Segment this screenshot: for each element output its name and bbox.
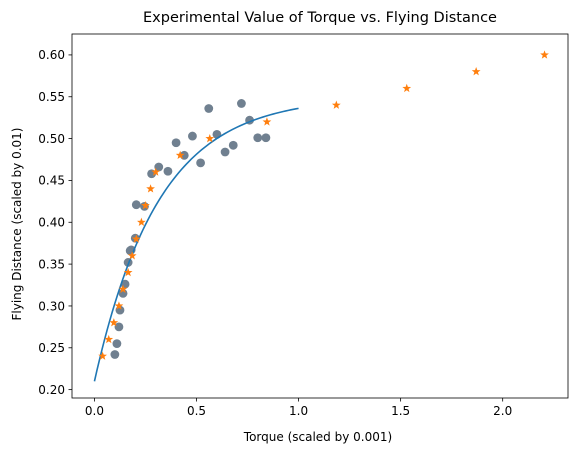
plot-area xyxy=(93,50,549,382)
x-tick-label: 0.5 xyxy=(187,404,206,418)
y-tick-label: 0.25 xyxy=(38,341,65,355)
data-point-star xyxy=(471,67,481,76)
data-point-star xyxy=(123,267,133,277)
data-point-star xyxy=(331,100,341,109)
data-point-star xyxy=(146,184,155,193)
data-point-star xyxy=(402,83,412,93)
y-tick-label: 0.20 xyxy=(38,383,65,397)
data-point-circle xyxy=(261,133,271,143)
y-axis-label: Flying Distance (scaled by 0.01) xyxy=(10,128,24,321)
data-point-star xyxy=(98,351,107,360)
data-point-circle xyxy=(253,133,263,143)
y-tick-label: 0.55 xyxy=(38,90,65,104)
data-point-circle xyxy=(114,322,124,332)
x-tick-label: 2.0 xyxy=(493,404,512,418)
data-point-star xyxy=(175,150,185,160)
data-point-star xyxy=(118,284,128,293)
data-point-star xyxy=(540,50,549,59)
data-point-circle xyxy=(196,158,205,168)
data-point-star xyxy=(104,334,114,344)
y-tick-label: 0.30 xyxy=(38,299,65,313)
data-point-circle xyxy=(237,99,246,108)
x-axis: 0.0 0.5 1.0 1.5 2.0 xyxy=(85,398,512,418)
data-point-star xyxy=(127,251,137,260)
data-point-circle xyxy=(112,339,122,349)
data-point-star xyxy=(205,134,215,143)
data-point-star xyxy=(262,117,272,126)
data-point-circle xyxy=(204,104,214,113)
data-point-star xyxy=(131,234,141,243)
fit-curve-line xyxy=(93,107,299,382)
data-point-circle xyxy=(228,140,238,150)
y-axis: 0.20 0.25 0.30 0.35 0.40 0.45 0.50 0.55 0.60 xyxy=(38,48,72,397)
data-point-circle xyxy=(154,162,164,172)
data-point-circle xyxy=(171,138,181,148)
y-tick-label: 0.35 xyxy=(38,257,65,271)
x-tick-label: 1.5 xyxy=(391,404,410,418)
y-tick-label: 0.50 xyxy=(38,132,65,146)
data-point-circle xyxy=(163,166,173,176)
x-axis-label: Torque (scaled by 0.001) xyxy=(243,430,392,444)
data-point-star xyxy=(141,200,150,210)
data-point-circle xyxy=(110,350,120,359)
x-tick-label: 1.0 xyxy=(289,404,308,418)
chart-title: Experimental Value of Torque vs. Flying … xyxy=(143,10,497,26)
data-point-star xyxy=(109,318,119,327)
data-point-circle xyxy=(220,147,230,157)
data-point-star xyxy=(151,167,161,176)
data-point-circle xyxy=(131,200,141,210)
x-tick-label: 0.0 xyxy=(85,404,104,418)
y-tick-label: 0.45 xyxy=(38,174,65,188)
plot-frame xyxy=(71,33,569,399)
y-tick-label: 0.60 xyxy=(38,48,65,62)
data-point-star xyxy=(114,301,124,310)
data-point-circle xyxy=(212,130,222,139)
y-tick-label: 0.40 xyxy=(38,216,65,230)
data-point-star xyxy=(137,217,146,226)
data-point-circle xyxy=(188,131,197,141)
